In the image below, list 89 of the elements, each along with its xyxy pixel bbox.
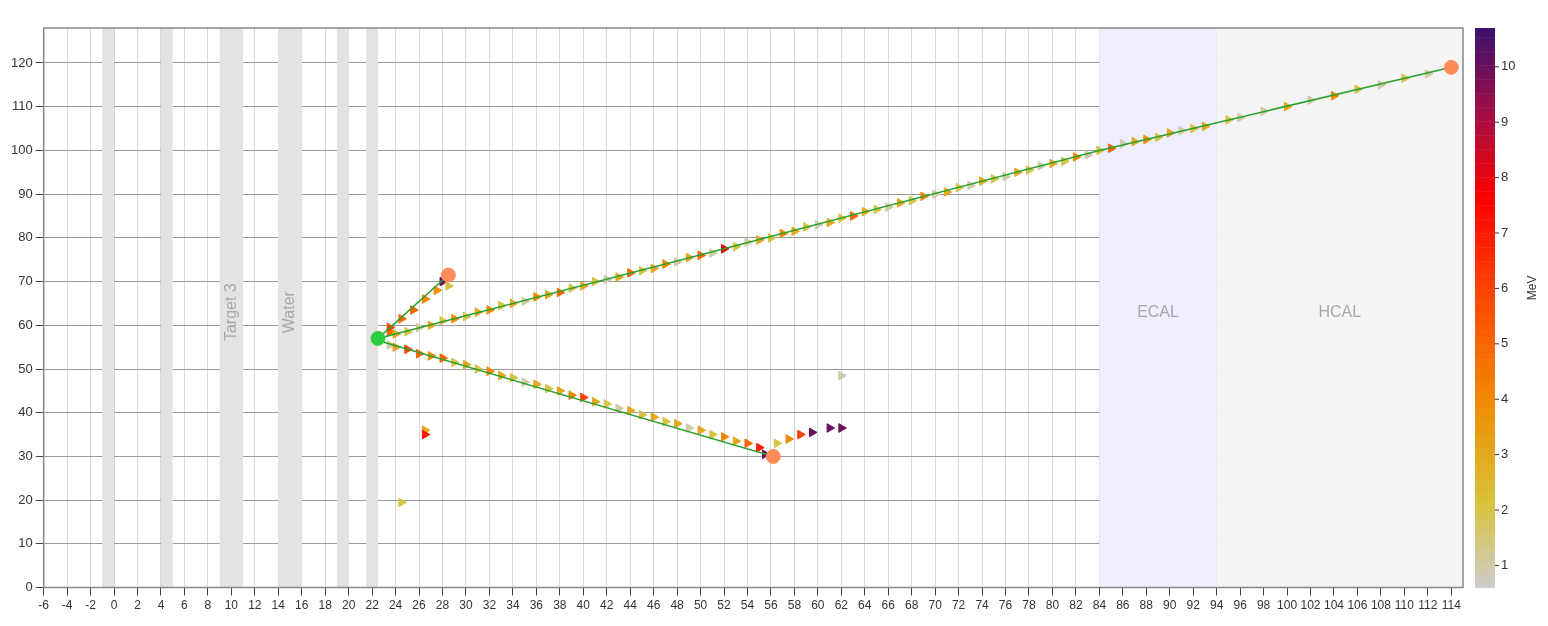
x-tick-label: 90 bbox=[1163, 598, 1177, 613]
x-tick-label: 84 bbox=[1092, 598, 1107, 613]
x-tick-label: 16 bbox=[295, 598, 309, 613]
color-bar-label: 3 bbox=[1501, 446, 1509, 462]
x-tick-label: -6 bbox=[38, 598, 50, 613]
x-tick-label: 50 bbox=[693, 598, 708, 613]
x-tick-label: 112 bbox=[1418, 598, 1438, 613]
x-tick-label: 36 bbox=[529, 598, 544, 613]
x-tick-label: 94 bbox=[1209, 598, 1224, 613]
x-tick-label: 46 bbox=[646, 598, 661, 613]
band-label: Water bbox=[280, 290, 298, 334]
x-tick-label: 64 bbox=[858, 598, 872, 613]
x-tick-label: 62 bbox=[834, 598, 849, 613]
y-tick-label: 70 bbox=[18, 273, 33, 289]
y-tick-label: 100 bbox=[10, 141, 33, 157]
x-tick-label: 20 bbox=[341, 598, 356, 613]
x-tick-label: 28 bbox=[435, 598, 450, 613]
x-tick-label: 110 bbox=[1394, 598, 1415, 613]
x-tick-label: 96 bbox=[1233, 598, 1248, 613]
band-label: ECAL bbox=[1137, 302, 1180, 320]
x-tick-label: 78 bbox=[1022, 598, 1036, 613]
x-tick-label: 60 bbox=[811, 598, 825, 613]
y-tick-label: 90 bbox=[18, 185, 33, 201]
x-tick-label: 52 bbox=[717, 598, 732, 613]
x-tick-label: 102 bbox=[1300, 598, 1321, 613]
x-tick-label: 76 bbox=[998, 598, 1013, 613]
x-tick-label: 30 bbox=[459, 598, 473, 613]
y-tick-label: 60 bbox=[18, 316, 33, 332]
x-tick-label: 34 bbox=[506, 598, 520, 613]
x-tick-label: 24 bbox=[388, 598, 403, 613]
color-bar-label: 6 bbox=[1501, 279, 1509, 295]
color-bar-label: 4 bbox=[1501, 390, 1509, 406]
x-tick-label: 6 bbox=[181, 598, 189, 613]
y-tick-label: 40 bbox=[18, 404, 33, 420]
color-bar-label: 8 bbox=[1501, 169, 1509, 185]
x-tick-label: 18 bbox=[318, 598, 333, 613]
x-tick-label: 100 bbox=[1277, 598, 1298, 613]
x-tick-label: 2 bbox=[134, 598, 142, 613]
y-tick-label: 0 bbox=[25, 579, 33, 595]
color-bar-label: 2 bbox=[1501, 501, 1509, 517]
x-tick-label: 26 bbox=[412, 598, 427, 613]
x-tick-label: 12 bbox=[248, 598, 262, 613]
x-tick-label: 4 bbox=[157, 598, 165, 613]
x-tick-label: 14 bbox=[271, 598, 286, 613]
y-tick-label: 10 bbox=[18, 535, 33, 551]
x-tick-label: 58 bbox=[787, 598, 802, 613]
x-tick-label: 88 bbox=[1139, 598, 1154, 613]
x-tick-label: 106 bbox=[1347, 598, 1368, 613]
x-tick-label: 40 bbox=[576, 598, 591, 613]
x-tick-label: 98 bbox=[1256, 598, 1271, 613]
x-tick-label: -4 bbox=[61, 598, 73, 613]
x-tick-label: 48 bbox=[670, 598, 685, 613]
y-tick-label: 110 bbox=[11, 98, 33, 114]
x-tick-label: 68 bbox=[905, 598, 919, 613]
color-bar-label: 7 bbox=[1501, 224, 1509, 240]
band-label: HCAL bbox=[1318, 302, 1362, 320]
x-tick-label: 32 bbox=[482, 598, 497, 613]
x-tick-label: 86 bbox=[1116, 598, 1130, 613]
x-tick-label: 42 bbox=[600, 598, 614, 613]
x-tick-label: 54 bbox=[740, 598, 755, 613]
x-tick-label: 74 bbox=[975, 598, 990, 613]
x-tick-label: 22 bbox=[365, 598, 380, 613]
x-tick-label: 104 bbox=[1323, 598, 1345, 613]
x-tick-label: -2 bbox=[85, 598, 97, 613]
color-bar-label: 1 bbox=[1501, 557, 1509, 573]
color-bar-title: MeV bbox=[1525, 275, 1540, 301]
x-tick-label: 56 bbox=[764, 598, 778, 613]
x-tick-label: 108 bbox=[1370, 598, 1392, 613]
x-tick-label: 8 bbox=[204, 598, 212, 613]
color-bar-label: 9 bbox=[1501, 113, 1509, 129]
x-tick-label: 82 bbox=[1069, 598, 1083, 613]
x-tick-label: 70 bbox=[928, 598, 943, 613]
y-tick-label: 20 bbox=[18, 491, 33, 507]
x-tick-label: 38 bbox=[553, 598, 567, 613]
x-tick-label: 114 bbox=[1441, 598, 1462, 613]
x-tick-label: 44 bbox=[623, 598, 638, 613]
y-tick-label: 30 bbox=[18, 448, 33, 464]
x-tick-label: 80 bbox=[1045, 598, 1060, 613]
color-bar-label: 5 bbox=[1501, 335, 1509, 351]
x-tick-label: 0 bbox=[110, 598, 118, 613]
x-tick-label: 66 bbox=[881, 598, 896, 613]
x-tick-label: 10 bbox=[224, 598, 239, 613]
x-tick-label: 72 bbox=[951, 598, 966, 613]
band-label: Target 3 bbox=[221, 283, 239, 342]
y-tick-label: 80 bbox=[18, 229, 33, 245]
y-tick-label: 120 bbox=[10, 54, 33, 70]
y-tick-label: 50 bbox=[18, 360, 33, 376]
color-bar-label: 10 bbox=[1501, 58, 1516, 74]
x-tick-label: 92 bbox=[1186, 598, 1201, 613]
